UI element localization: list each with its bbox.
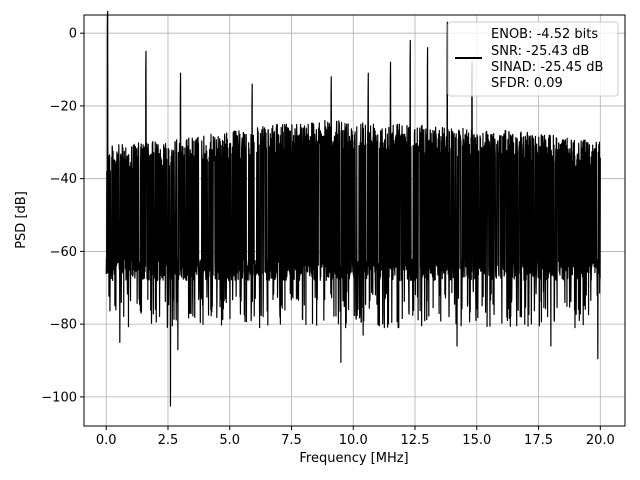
x-tick-label: 7.5 [281,433,302,448]
x-tick-label: 0.0 [96,433,117,448]
x-tick-label: 5.0 [219,433,240,448]
legend-sfdr: SFDR: 0.09 [491,76,563,91]
x-tick-label: 10.0 [339,433,368,448]
y-axis-title: PSD [dB] [14,191,29,249]
psd-trace [105,10,601,407]
x-tick-label: 15.0 [462,433,491,448]
y-tick-label: −20 [50,99,77,114]
legend-box [447,21,619,97]
x-axis-title: Frequency [MHz] [299,451,408,466]
y-tick-label: −100 [41,390,77,405]
x-tick-label: 20.0 [586,433,615,448]
legend-sinad: SINAD: -25.45 dB [491,60,603,75]
legend-snr: SNR: -25.43 dB [491,44,589,59]
x-tick-label: 17.5 [524,433,553,448]
legend: ENOB: -4.52 bits SNR: -25.43 dB SINAD: -… [447,21,619,97]
plot-frame [83,14,626,427]
y-tick-label: −80 [50,318,77,333]
x-tick-label: 12.5 [401,433,430,448]
x-tick-label: 2.5 [158,433,179,448]
y-axis: 0 −20 −40 −60 −80 −100 [41,27,84,405]
x-axis: 0.0 2.5 5.0 7.5 10.0 12.5 15.0 17.5 20.0 [96,426,615,448]
y-tick-label: −60 [50,245,77,260]
y-tick-label: −40 [50,172,77,187]
y-tick-label: 0 [69,27,77,42]
legend-enob: ENOB: -4.52 bits [491,27,598,42]
series-psd [105,10,601,407]
